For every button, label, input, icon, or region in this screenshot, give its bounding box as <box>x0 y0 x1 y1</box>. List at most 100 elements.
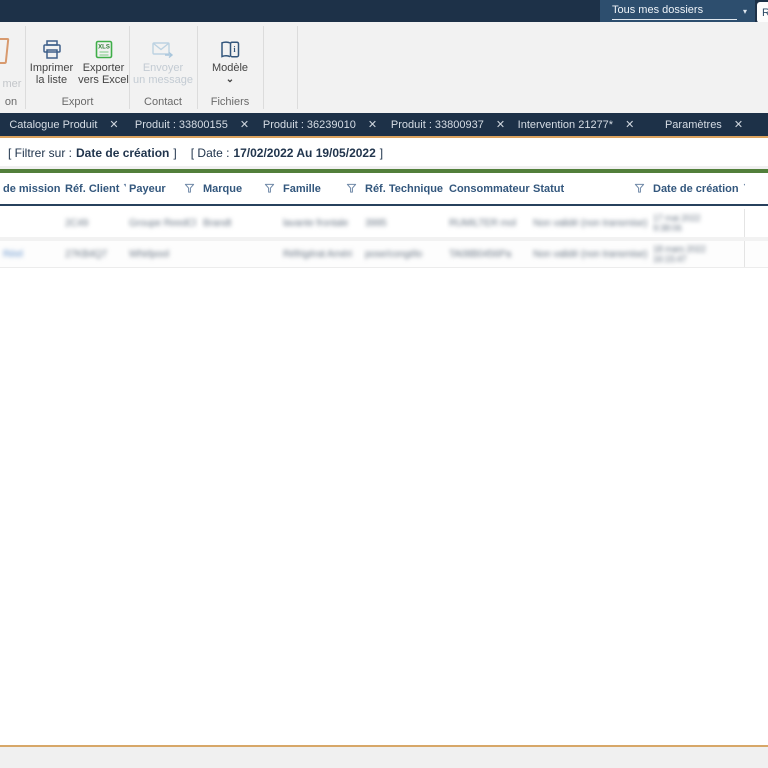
column-header-date-creation[interactable]: Date de création <box>650 173 745 204</box>
filter-bar: [ Filtrer sur : Date de création ] [ Dat… <box>0 140 768 166</box>
chevron-down-icon: ⌄ <box>225 74 235 85</box>
clipped-group-label: on <box>4 96 18 108</box>
ribbon-separator <box>297 26 298 109</box>
model-dropdown-button[interactable]: i Modèle ⌄ <box>206 38 254 85</box>
ribbon-group-label-export: Export <box>61 96 94 108</box>
filter-funnel-icon[interactable] <box>634 183 645 194</box>
tab-produit-36239010[interactable]: Produit : 36239010 ✕ <box>256 113 384 136</box>
cell-consommateur: TA08B0456Pa <box>449 248 512 260</box>
column-header-ref-technique[interactable]: Réf. Technique <box>362 173 446 204</box>
table-row[interactable]: 2C49 Groupe ReedCl Brandt lavante fronta… <box>0 209 768 237</box>
column-header-marque[interactable]: Marque <box>200 173 280 204</box>
tab-label: Produit : 33800155 <box>134 118 228 131</box>
cell-consommateur: RUMILTER mol <box>449 217 516 229</box>
close-icon[interactable]: ✕ <box>109 119 119 131</box>
cell-marque: Brandt <box>203 217 232 229</box>
ribbon-separator <box>197 26 198 109</box>
row-separator <box>0 237 768 241</box>
ribbon-group-fichiers: i Modèle ⌄ Fichiers <box>197 22 263 113</box>
table-header: de mission Réf. Client Payeur Marque Fam… <box>0 173 768 206</box>
tab-label: Catalogue Produit <box>9 118 98 131</box>
cell-payeur: Groupe ReedCl <box>129 217 196 229</box>
tab-intervention-21277[interactable]: Intervention 21277* ✕ <box>512 113 640 136</box>
send-message-button: Envoyer un message <box>133 38 193 86</box>
model-label: Modèle <box>211 62 249 74</box>
book-info-icon: i <box>218 38 242 62</box>
column-header-mission[interactable]: de mission <box>0 173 62 204</box>
tab-catalogue-produit[interactable]: Catalogue Produit ✕ <box>0 113 128 136</box>
filter-field-value: Date de création <box>76 146 170 160</box>
filter-funnel-icon[interactable] <box>743 183 745 194</box>
print-list-button[interactable]: Imprimer la liste <box>28 38 76 86</box>
svg-text:XLS: XLS <box>98 45 110 51</box>
close-icon[interactable]: ✕ <box>733 119 744 131</box>
printer-icon <box>41 38 63 62</box>
tab-label: Produit : 33800937 <box>390 118 484 131</box>
cell-ref-client: 2C49 <box>65 217 89 229</box>
column-header-statut[interactable]: Statut <box>530 173 650 204</box>
export-excel-label-2: vers Excel <box>78 74 129 86</box>
print-list-label-2: la liste <box>35 74 68 86</box>
svg-text:i: i <box>233 45 236 54</box>
folder-scope-value: Tous mes dossiers <box>612 4 737 20</box>
clipped-orange-icon <box>0 38 10 64</box>
cell-date-creation: 17 mai 2022 9:38:06 <box>650 209 745 237</box>
close-icon[interactable]: ✕ <box>239 119 250 131</box>
column-header-famille[interactable]: Famille <box>280 173 362 204</box>
date-filter-suffix: ] <box>379 146 384 160</box>
search-input-fragment: R <box>762 6 768 19</box>
search-input[interactable]: R <box>757 2 768 23</box>
chevron-down-icon: ▾ <box>742 6 747 16</box>
cell-statut: Non validé (non transmise) <box>533 217 648 229</box>
send-message-label-2: un message <box>133 74 193 86</box>
ribbon-group-contact: Envoyer un message Contact <box>129 22 197 113</box>
filter-suffix: ] <box>173 146 177 160</box>
table-row[interactable]: Réel 27KB4Q7 Whirlpool Réfrigérat Améri … <box>0 241 768 268</box>
print-list-label-1: Imprimer <box>29 62 74 74</box>
filter-funnel-icon[interactable] <box>264 183 275 194</box>
column-header-payeur[interactable]: Payeur <box>126 173 200 204</box>
cell-mission <box>0 209 62 237</box>
top-bar: Tous mes dossiers ▾ R <box>0 0 768 23</box>
tab-produit-33800937[interactable]: Produit : 33800937 ✕ <box>384 113 512 136</box>
close-icon[interactable]: ✕ <box>625 119 635 131</box>
document-tab-bar: Catalogue Produit ✕ Produit : 33800155 ✕… <box>0 113 768 138</box>
export-excel-label-1: Exporter <box>82 62 125 74</box>
tab-label: Intervention 21277* <box>517 118 614 131</box>
ribbon-separator <box>25 26 26 109</box>
column-header-consommateur[interactable]: Consommateur <box>446 173 530 204</box>
excel-xls-icon: XLS <box>94 38 114 62</box>
folder-scope-dropdown[interactable]: Tous mes dossiers ▾ <box>600 0 755 22</box>
envelope-send-icon <box>151 38 175 62</box>
cell-marque <box>200 241 280 267</box>
cell-date-creation: 18 mars 2022 16:15:47 <box>650 241 745 267</box>
green-accent-line <box>0 169 768 173</box>
close-icon[interactable]: ✕ <box>495 119 506 131</box>
ribbon-separator <box>263 26 264 109</box>
clipped-button-label: mer <box>2 78 22 90</box>
bottom-status-strip <box>0 747 768 768</box>
ribbon-toolbar: mer on Imprimer la liste <box>0 22 768 113</box>
cell-statut: Non validé (non transmise) <box>533 248 648 260</box>
date-filter-value: 17/02/2022 Au 19/05/2022 <box>233 146 376 160</box>
cell-famille: lavante frontale <box>283 217 349 229</box>
tab-label: Produit : 36239010 <box>262 118 356 131</box>
export-excel-button[interactable]: XLS Exporter vers Excel <box>78 38 129 86</box>
divider <box>0 166 768 169</box>
filter-funnel-icon[interactable] <box>346 183 357 194</box>
tab-parametres[interactable]: Paramètres ✕ <box>640 113 768 136</box>
filter-prefix: [ Filtrer sur : <box>8 146 73 160</box>
ribbon-separator <box>129 26 130 109</box>
cell-famille: Réfrigérat Améri <box>283 248 353 260</box>
cell-mission[interactable]: Réel <box>3 248 23 260</box>
column-header-ref-client[interactable]: Réf. Client <box>62 173 126 204</box>
cell-ref-technique: 3995 <box>365 217 387 229</box>
ribbon-group-label-fichiers: Fichiers <box>210 96 250 108</box>
tab-produit-33800155[interactable]: Produit : 33800155 ✕ <box>128 113 256 136</box>
ribbon-group-export: Imprimer la liste XLS Exporter vers Exce… <box>26 22 129 113</box>
cell-ref-client: 27KB4Q7 <box>65 248 107 260</box>
cell-payeur: Whirlpool <box>129 248 169 260</box>
close-icon[interactable]: ✕ <box>367 119 378 131</box>
tab-label: Paramètres <box>664 118 722 131</box>
filter-funnel-icon[interactable] <box>184 183 195 194</box>
